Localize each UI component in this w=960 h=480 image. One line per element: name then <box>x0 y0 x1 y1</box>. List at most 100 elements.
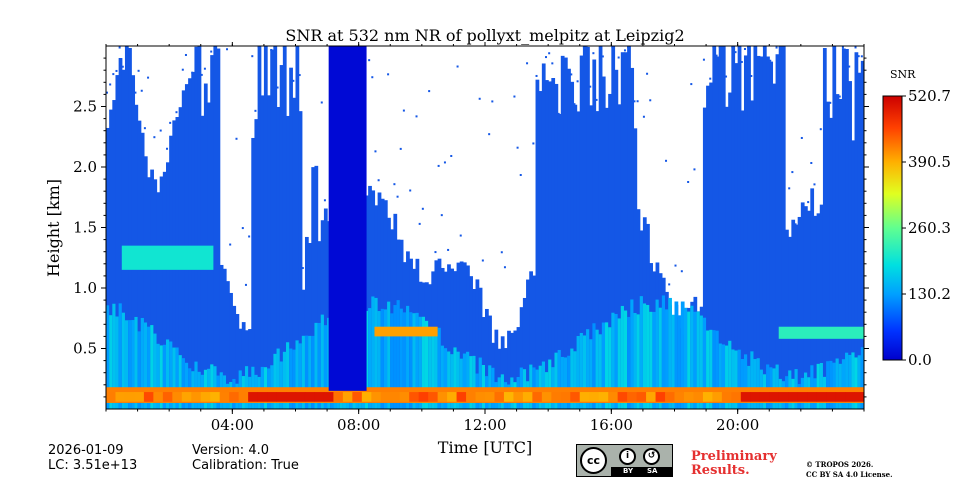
heat-mix-cell <box>121 312 126 409</box>
heat-speckle <box>229 243 232 246</box>
heat-column <box>159 176 164 409</box>
heat-mix-cell <box>548 359 552 409</box>
heat-speckle <box>437 164 440 167</box>
heat-speckle <box>788 187 791 190</box>
heat-column <box>106 127 110 409</box>
heat-mix-cell <box>592 323 597 409</box>
heat-mix-cell <box>608 327 612 409</box>
heat-column <box>447 264 451 409</box>
heat-column <box>838 98 843 409</box>
heat-surface-cell <box>683 392 694 402</box>
x-tick-label: 16:00 <box>590 416 633 434</box>
heat-mix-cell <box>412 313 417 409</box>
heat-speckle <box>488 133 491 136</box>
heat-mix-cell <box>753 359 758 409</box>
heat-speckle <box>447 248 450 251</box>
heat-mix-cell <box>424 320 429 409</box>
heat-speckle <box>241 227 244 230</box>
heat-surface-cell <box>447 392 458 402</box>
heat-mix-cell <box>554 352 559 409</box>
heat-surface-cell <box>172 392 183 402</box>
heat-column <box>851 140 856 409</box>
heat-column <box>762 46 767 409</box>
heat-mix-cell <box>557 349 562 409</box>
preliminary-line2: Results. <box>691 463 750 478</box>
heat-column <box>769 61 774 409</box>
heat-column <box>282 46 287 409</box>
heat-surface-cell <box>503 392 514 402</box>
heat-speckle <box>813 183 816 186</box>
heat-mix-cell <box>725 345 729 409</box>
heat-column <box>737 46 742 409</box>
heat-column <box>519 307 524 409</box>
heat-speckle <box>166 147 169 150</box>
heat-surface-cell <box>617 392 628 402</box>
heat-feature <box>121 245 214 270</box>
heat-speckle <box>106 91 108 94</box>
heat-mix-cell <box>488 365 492 409</box>
heat-column <box>548 81 552 409</box>
heat-mix-cell <box>462 353 467 409</box>
heat-speckle <box>415 115 418 118</box>
heat-column <box>150 169 154 409</box>
heat-mix-cell <box>210 364 214 409</box>
heat-column <box>797 216 802 409</box>
heat-column <box>819 204 824 409</box>
heat-surface-cell <box>323 392 334 402</box>
heat-mix-cell <box>601 322 606 409</box>
heat-mix-cell <box>687 311 691 409</box>
heat-mix-cell <box>396 300 401 409</box>
heat-column <box>166 162 170 409</box>
heat-surface-cell <box>143 392 154 402</box>
heat-mix-cell <box>832 362 837 409</box>
heat-mix-cell <box>393 305 398 409</box>
heat-mix-cell <box>860 347 864 409</box>
heat-speckle <box>636 100 639 103</box>
heat-mix-cell <box>443 348 448 409</box>
heat-surface-cell <box>409 392 420 402</box>
heat-column <box>848 81 852 409</box>
heat-column <box>857 72 862 409</box>
heat-column <box>627 46 631 409</box>
heat-column <box>456 262 461 409</box>
heat-mix-cell <box>377 311 382 409</box>
heat-surface-cell <box>361 392 372 402</box>
heat-speckle <box>371 76 374 79</box>
heat-speckle <box>702 58 705 61</box>
heat-column <box>368 185 372 409</box>
heat-surface-cell <box>541 392 552 402</box>
colorbar-tick-label: 130.2 <box>908 285 951 303</box>
heat-mix-cell <box>156 343 161 409</box>
heat-mix-cell <box>709 329 713 409</box>
heat-speckle <box>409 189 412 192</box>
heat-mix-cell <box>109 315 113 409</box>
heat-speckle <box>857 55 860 58</box>
heat-column <box>582 46 587 409</box>
heat-mix-cell <box>857 355 862 409</box>
heat-speckle <box>693 168 696 171</box>
heat-mix-cell <box>683 307 688 409</box>
heat-column <box>260 95 265 409</box>
heat-surface-cell <box>304 392 315 402</box>
heat-speckle <box>810 162 813 165</box>
heat-column <box>197 46 202 409</box>
heat-mix-cell <box>646 304 650 409</box>
heat-column <box>314 165 319 409</box>
heat-surface-cell <box>655 392 666 402</box>
heat-column <box>785 229 789 409</box>
heat-column <box>143 156 148 409</box>
heat-mix-cell <box>658 307 663 409</box>
heat-column <box>775 54 780 409</box>
heat-column <box>232 305 237 409</box>
heat-speckle <box>153 136 156 139</box>
heat-column <box>816 213 821 409</box>
heat-mix-cell <box>636 314 641 409</box>
heat-speckle <box>545 56 548 59</box>
heat-speckle <box>601 55 604 58</box>
heat-mix-cell <box>282 351 287 409</box>
sa-label: SA <box>647 467 658 475</box>
heat-mix-cell <box>402 312 407 409</box>
heat-mix-cell <box>841 359 846 409</box>
copyright-line1: © TROPOS 2026. <box>806 460 874 469</box>
heat-column <box>169 135 173 409</box>
